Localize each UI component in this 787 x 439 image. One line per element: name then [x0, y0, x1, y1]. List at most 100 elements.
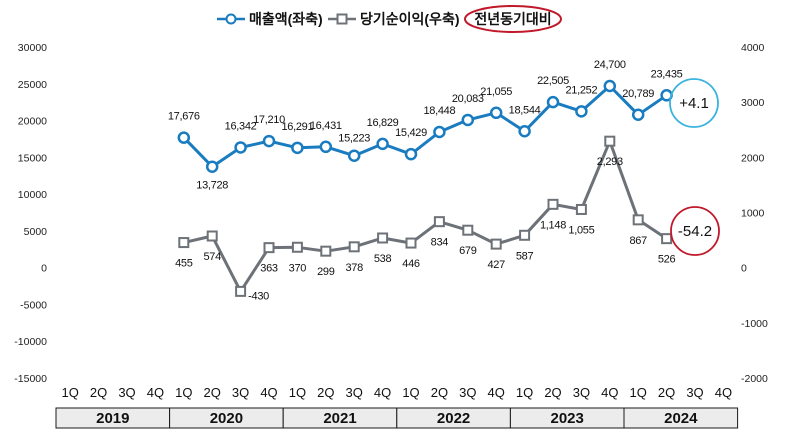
profit-data-label: 2,293	[597, 156, 623, 168]
sales-data-label: 20,083	[452, 93, 484, 105]
legend-profit-label: 당기순이익(우축)	[360, 11, 459, 27]
x-quarter-label: 1Q	[402, 385, 419, 400]
sales-point	[404, 147, 418, 161]
profit-data-label: 1,148	[540, 219, 566, 231]
sales-data-label: 22,505	[537, 75, 569, 87]
sales-data-label: 20,789	[622, 88, 654, 100]
legend-profit-marker	[336, 13, 348, 25]
x-quarter-label: 3Q	[686, 385, 703, 400]
x-quarter-label: 3Q	[232, 385, 249, 400]
profit-data-label: 363	[260, 263, 278, 275]
x-quarter-label: 1Q	[630, 385, 647, 400]
axes-layer: -15000-10000-500005000100001500020000250…	[14, 42, 768, 385]
profit-point	[405, 237, 417, 249]
profit-series-line	[183, 139, 668, 293]
sales-data-label: 16,829	[367, 117, 399, 129]
sales-series-layer	[177, 79, 673, 173]
legend-yoy-ring	[464, 5, 562, 33]
x-year-label: 2023	[551, 410, 584, 427]
profit-data-label: 679	[459, 245, 477, 257]
left-axis-tick-label: 0	[41, 263, 47, 275]
x-quarter-label: 3Q	[346, 385, 363, 400]
profit-yoy-badge-ring	[670, 206, 720, 256]
right-axis-tick-label: 3000	[741, 97, 765, 109]
profit-data-label: 455	[175, 258, 193, 270]
sales-yoy-badge-ring	[669, 78, 719, 128]
left-axis-tick-label: -5000	[20, 299, 47, 311]
x-quarter-label: 1Q	[175, 385, 192, 400]
x-quarter-label: 4Q	[260, 385, 277, 400]
legend-sales-label: 매출액(좌축)	[249, 11, 323, 27]
sales-point	[546, 95, 560, 109]
left-axis-tick-label: -15000	[14, 373, 47, 385]
sales-point	[603, 79, 617, 93]
profit-point	[206, 230, 218, 242]
sales-point	[234, 141, 247, 154]
sales-point	[631, 108, 645, 122]
profit-point	[348, 241, 360, 253]
sales-data-label: 13,728	[196, 180, 228, 192]
sales-data-label: 21,055	[480, 86, 512, 98]
profit-point	[462, 224, 474, 236]
profit-data-label: 1,055	[568, 224, 594, 236]
yoy-badges: +4.1 -54.2	[669, 78, 720, 256]
sales-point	[461, 113, 475, 127]
x-quarter-label: 4Q	[601, 385, 618, 400]
left-axis-tick-label: 30000	[18, 42, 47, 54]
profit-point	[661, 233, 673, 245]
left-axis-tick-label: -10000	[14, 336, 47, 348]
left-axis-tick-label: 25000	[18, 79, 47, 91]
profit-point	[604, 135, 616, 147]
x-quarter-label: 2Q	[204, 385, 221, 400]
right-axis-tick-label: 2000	[741, 152, 765, 164]
data-labels-layer: 17,676 13,728 16,34217,21016,29116,43115,2…	[168, 59, 683, 302]
sales-data-label: 18,448	[423, 105, 455, 117]
left-axis-tick-label: 20000	[18, 116, 47, 128]
right-axis-tick-label: 0	[741, 263, 747, 275]
sales-data-label: 21,252	[565, 84, 597, 96]
x-quarter-label: 2Q	[658, 385, 675, 400]
sales-data-label: 16,431	[310, 120, 342, 132]
x-quarter-label: 4Q	[488, 385, 505, 400]
profit-point	[235, 285, 247, 297]
sales-point	[433, 125, 446, 139]
x-year-label: 2019	[96, 410, 129, 427]
left-axis-tick-label: 10000	[18, 189, 47, 201]
profit-data-label: 587	[516, 250, 534, 262]
x-quarter-label: 3Q	[573, 385, 590, 400]
sales-data-label: 17,676	[168, 111, 200, 123]
x-quarter-label: 1Q	[516, 385, 533, 400]
profit-point	[433, 216, 445, 228]
x-quarter-label: 2Q	[90, 385, 107, 400]
x-quarter-label: 3Q	[118, 385, 135, 400]
profit-data-label: 574	[203, 251, 221, 263]
right-axis-tick-label: 4000	[741, 42, 765, 54]
sales-data-label: 15,223	[338, 133, 370, 145]
profit-data-label: -430	[248, 290, 269, 302]
profit-data-label: 446	[402, 258, 420, 270]
profit-data-label: 370	[289, 262, 307, 274]
profit-data-label: 427	[487, 259, 505, 271]
x-quarter-label: 2Q	[431, 385, 448, 400]
profit-data-label: 538	[374, 253, 392, 265]
sales-point	[262, 134, 276, 148]
profit-point	[547, 198, 559, 210]
right-axis-tick-label: 1000	[741, 208, 765, 220]
sales-data-label: 23,435	[651, 68, 683, 80]
profit-point	[377, 232, 389, 244]
x-quarter-label: 4Q	[374, 385, 391, 400]
x-year-label: 2020	[210, 410, 243, 427]
x-axis-layer: 1Q 2Q 3Q 4Q 1Q 2Q 3Q 4Q 1Q 2Q 3Q 4Q 1Q 2Q 3Q 4Q 1Q 2Q 3Q 4Q…	[55, 385, 739, 429]
profit-data-label: 299	[317, 266, 335, 278]
legend-yoy-label: 전년동기대비	[474, 11, 551, 27]
legend-sales-marker	[225, 13, 237, 25]
x-quarter-label: 1Q	[62, 385, 79, 400]
profit-yoy-badge: -54.2	[678, 223, 712, 240]
x-quarter-label: 4Q	[715, 385, 732, 400]
profit-point	[178, 237, 190, 249]
x-quarter-label: 3Q	[459, 385, 476, 400]
sales-data-label: 17,210	[253, 114, 285, 126]
sales-point	[205, 160, 219, 173]
